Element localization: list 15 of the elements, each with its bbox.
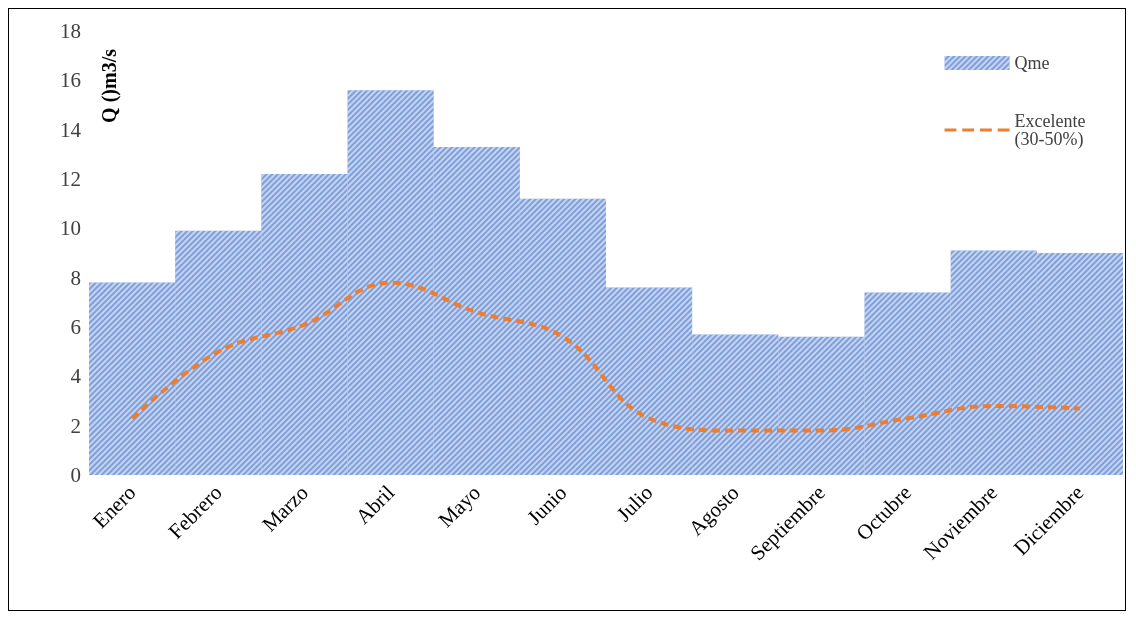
legend-label: Qme bbox=[1014, 53, 1050, 73]
line-series bbox=[130, 280, 1082, 433]
y-tick-label: 2 bbox=[70, 413, 81, 438]
x-tick-label: Julio bbox=[611, 480, 658, 527]
y-tick-label: 0 bbox=[70, 463, 81, 487]
y-axis-title: Q ()m3/s bbox=[98, 48, 121, 123]
y-tick-label: 6 bbox=[70, 315, 81, 339]
y-tick-label: 8 bbox=[70, 265, 81, 290]
y-tick-label: 16 bbox=[60, 68, 81, 93]
legend-label: Excelente (30-50%) bbox=[1014, 111, 1091, 150]
y-tick-label: 18 bbox=[60, 19, 81, 43]
y-tick-label: 14 bbox=[60, 117, 82, 142]
y-tick-label: 4 bbox=[70, 364, 82, 389]
y-tick-label: 12 bbox=[60, 167, 81, 191]
y-tick-label: 10 bbox=[60, 216, 81, 241]
